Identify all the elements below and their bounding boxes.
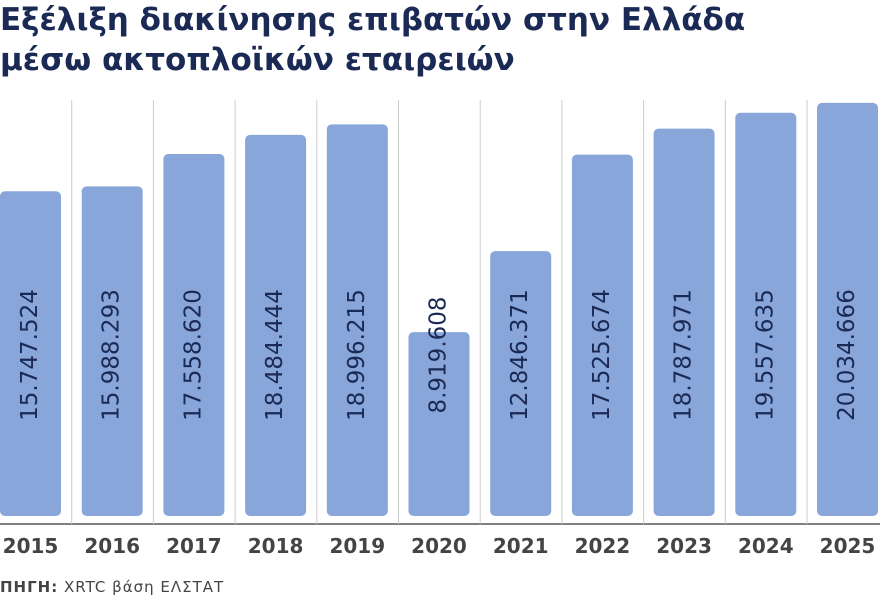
x-tick-label: 2023 <box>656 534 712 558</box>
chart-title: μέσω ακτοπλοϊκών εταιρειών <box>0 42 515 78</box>
value-label: 15.747.524 <box>17 289 43 421</box>
x-tick-label: 2018 <box>248 534 304 558</box>
value-label: 18.996.215 <box>344 289 370 421</box>
value-label: 19.557.635 <box>752 289 778 421</box>
value-label: 12.846.371 <box>507 289 533 421</box>
bar <box>81 186 143 517</box>
bar <box>408 332 470 516</box>
bar <box>490 251 552 517</box>
bar <box>653 128 715 516</box>
value-label: 17.558.620 <box>180 289 206 421</box>
value-label: 15.988.293 <box>99 289 125 421</box>
source: ΠΗΓΗ: XRTC βάση ΕΛΣΤΑΤ <box>0 578 224 596</box>
x-tick-label: 2016 <box>84 534 140 558</box>
source-text: XRTC βάση ΕΛΣΤΑΤ <box>64 578 224 596</box>
bar <box>245 134 307 517</box>
x-tick-label: 2017 <box>166 534 222 558</box>
value-label: 17.525.674 <box>589 289 615 421</box>
value-label: 8.919.608 <box>426 296 452 413</box>
x-tick-label: 2024 <box>738 534 794 558</box>
x-tick-label: 2020 <box>411 534 467 558</box>
bar <box>0 191 61 516</box>
x-tick-label: 2019 <box>329 534 385 558</box>
x-tick-label: 2022 <box>575 534 631 558</box>
value-label: 18.484.444 <box>262 289 288 421</box>
bar <box>326 124 388 517</box>
x-tick-label: 2025 <box>820 534 876 558</box>
chart-title: Εξέλιξη διακίνησης επιβατών στην Ελλάδα <box>0 2 745 38</box>
bar <box>571 154 633 516</box>
bar <box>817 102 878 516</box>
bar <box>163 153 225 516</box>
x-tick-label: 2021 <box>493 534 549 558</box>
value-label: 18.787.971 <box>671 289 697 421</box>
value-label: 20.034.666 <box>834 289 860 421</box>
x-tick-label: 2015 <box>3 534 59 558</box>
bar <box>735 112 797 516</box>
source-label: ΠΗΓΗ: <box>0 578 58 596</box>
